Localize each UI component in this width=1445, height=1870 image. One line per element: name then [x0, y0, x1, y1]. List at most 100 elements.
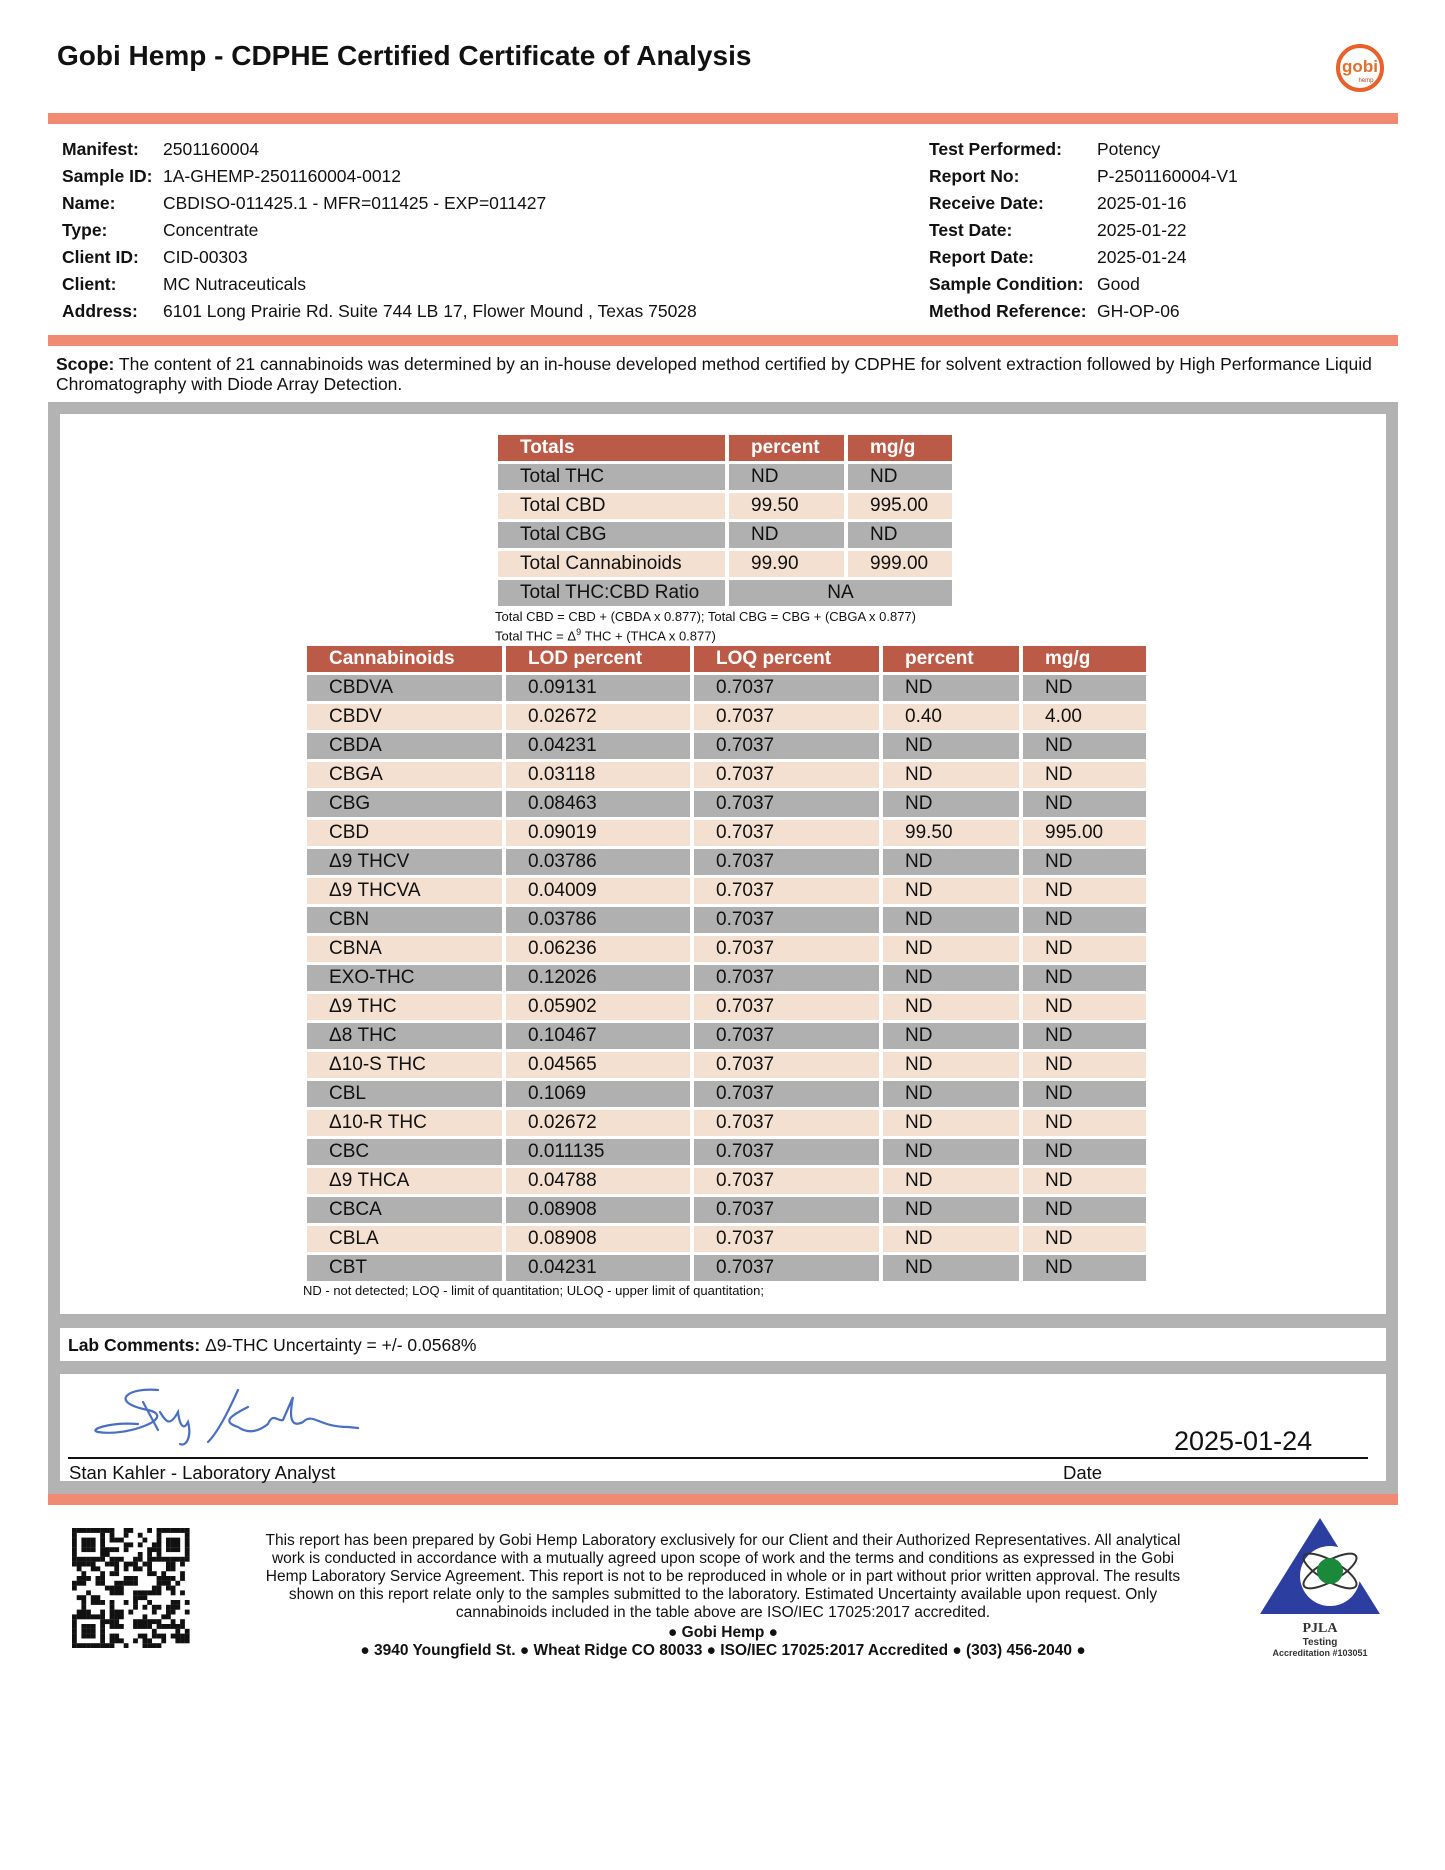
cannabinoid-cell: Δ9 THCA — [307, 1168, 502, 1194]
signer-name: Stan Kahler - Laboratory Analyst — [69, 1462, 336, 1483]
cannabinoid-cell: 0.10467 — [506, 1023, 690, 1049]
cannabinoid-cell: ND — [1023, 878, 1146, 904]
cannabinoid-cell: 0.7037 — [694, 733, 879, 759]
cannabinoid-cell: 0.7037 — [694, 1168, 879, 1194]
cannabinoid-row: Δ9 THCA 0.04788 0.7037 ND ND — [307, 1168, 1146, 1194]
cannabinoid-cell: 0.03786 — [506, 849, 690, 875]
cannabinoid-cell: 0.04788 — [506, 1168, 690, 1194]
cannabinoid-cell: ND — [883, 1255, 1019, 1281]
cannabinoid-cell: 0.09019 — [506, 820, 690, 846]
cannabinoid-cell: ND — [883, 1110, 1019, 1136]
cannabinoid-cell: ND — [883, 994, 1019, 1020]
lab-comments: Lab Comments: Δ9-THC Uncertainty = +/- 0… — [68, 1335, 477, 1355]
cannabinoid-cell: 0.02672 — [506, 1110, 690, 1136]
info-label: Name: — [62, 193, 116, 213]
info-label: Report No: — [929, 166, 1020, 186]
cannabinoid-cell: EXO-THC — [307, 965, 502, 991]
info-value: Good — [1097, 274, 1140, 294]
totals-cell: 995.00 — [848, 493, 952, 519]
info-label: Sample Condition: — [929, 274, 1084, 294]
cannabinoid-cell: ND — [883, 791, 1019, 817]
cannabinoid-cell: 995.00 — [1023, 820, 1146, 846]
cannabinoid-cell: 0.03118 — [506, 762, 690, 788]
info-value: 2501160004 — [163, 139, 260, 159]
cannabinoid-row: CBLA 0.08908 0.7037 ND ND — [307, 1226, 1146, 1252]
cannabinoid-cell: CBT — [307, 1255, 502, 1281]
signature-image — [88, 1382, 368, 1452]
cannabinoid-cell: ND — [1023, 791, 1146, 817]
cannabinoid-cell: ND — [1023, 1139, 1146, 1165]
totals-row: Total Cannabinoids 99.90 999.00 — [498, 551, 952, 577]
table-footnote: ND - not detected; LOQ - limit of quanti… — [303, 1283, 764, 1298]
totals-row: Total CBD 99.50 995.00 — [498, 493, 952, 519]
cannabinoid-cell: 0.7037 — [694, 1197, 879, 1223]
cannabinoid-cell: ND — [1023, 1255, 1146, 1281]
cannabinoid-cell: ND — [883, 1052, 1019, 1078]
info-value: MC Nutraceuticals — [163, 274, 306, 294]
cannabinoid-row: Δ10-R THC 0.02672 0.7037 ND ND — [307, 1110, 1146, 1136]
cannabinoid-cell: CBCA — [307, 1197, 502, 1223]
cannabinoid-cell: ND — [1023, 1226, 1146, 1252]
info-label: Manifest: — [62, 139, 139, 159]
cannabinoid-row: CBNA 0.06236 0.7037 ND ND — [307, 936, 1146, 962]
cannabinoid-cell: Δ10-S THC — [307, 1052, 502, 1078]
info-label: Test Performed: — [929, 139, 1062, 159]
info-label: Client ID: — [62, 247, 139, 267]
cannabinoid-cell: ND — [883, 878, 1019, 904]
cannabinoid-cell: ND — [1023, 733, 1146, 759]
info-label: Sample ID: — [62, 166, 153, 186]
cannabinoid-cell: ND — [1023, 965, 1146, 991]
cannabinoid-row: EXO-THC 0.12026 0.7037 ND ND — [307, 965, 1146, 991]
cannabinoid-cell: 0.08463 — [506, 791, 690, 817]
cannabinoid-cell: ND — [883, 1226, 1019, 1252]
svg-text:hemp: hemp — [1358, 78, 1374, 84]
cannabinoid-cell: 0.7037 — [694, 1081, 879, 1107]
formula-cbd-cbg: Total CBD = CBD + (CBDA x 0.877); Total … — [495, 609, 916, 624]
cannabinoid-cell: 0.7037 — [694, 878, 879, 904]
cannabinoid-row: CBDVA 0.09131 0.7037 ND ND — [307, 675, 1146, 701]
cannabinoid-cell: 0.03786 — [506, 907, 690, 933]
info-value: CBDISO-011425.1 - MFR=011425 - EXP=01142… — [163, 193, 547, 213]
cannabinoid-row: Δ9 THCVA 0.04009 0.7037 ND ND — [307, 878, 1146, 904]
cannabinoid-cell: 0.7037 — [694, 936, 879, 962]
cannabinoid-cell: CBDVA — [307, 675, 502, 701]
disclaimer-text: This report has been prepared by Gobi He… — [265, 1532, 1181, 1621]
ratio-value: NA — [729, 580, 952, 606]
totals-cell: 99.50 — [729, 493, 844, 519]
cannabinoid-cell: CBN — [307, 907, 502, 933]
cannabinoid-cell: ND — [1023, 1110, 1146, 1136]
cannabinoid-cell: 0.7037 — [694, 994, 879, 1020]
qr-code[interactable] — [72, 1528, 190, 1653]
cannabinoid-cell: CBLA — [307, 1226, 502, 1252]
cannabinoid-cell: ND — [1023, 675, 1146, 701]
cannabinoid-cell: 0.04565 — [506, 1052, 690, 1078]
cannabinoid-cell: ND — [883, 936, 1019, 962]
cannabinoid-cell: 4.00 — [1023, 704, 1146, 730]
cannabinoid-cell: 0.7037 — [694, 1110, 879, 1136]
pjla-accreditation-logo: PJLA Testing Accreditation #103051 — [1258, 1516, 1382, 1666]
cannabinoid-cell: 0.7037 — [694, 1139, 879, 1165]
cannabinoid-cell: ND — [1023, 907, 1146, 933]
cannabinoid-cell: 0.7037 — [694, 965, 879, 991]
cannabinoid-row: Δ8 THC 0.10467 0.7037 ND ND — [307, 1023, 1146, 1049]
info-label: Address: — [62, 301, 138, 321]
cannabinoid-cell: ND — [1023, 1023, 1146, 1049]
info-label: Client: — [62, 274, 117, 294]
formula-thc: Total THC = Δ9 THC + (THCA x 0.877) — [495, 627, 716, 644]
cannabinoid-cell: 0.40 — [883, 704, 1019, 730]
footer-address: ● 3940 Youngfield St. ● Wheat Ridge CO 8… — [360, 1642, 1086, 1659]
cannabinoid-cell: CBD — [307, 820, 502, 846]
cannabinoid-cell: 0.12026 — [506, 965, 690, 991]
cannabinoid-cell: CBC — [307, 1139, 502, 1165]
totals-cell: Total CBD — [498, 493, 725, 519]
cannabinoid-cell: 0.7037 — [694, 1052, 879, 1078]
cannabinoid-cell: 0.02672 — [506, 704, 690, 730]
cannabinoid-cell: Δ8 THC — [307, 1023, 502, 1049]
cannabinoid-row: CBDA 0.04231 0.7037 ND ND — [307, 733, 1146, 759]
footer-divider — [48, 1494, 1398, 1505]
cannabinoid-cell: 0.7037 — [694, 1023, 879, 1049]
ratio-label: Total THC:CBD Ratio — [498, 580, 725, 606]
cannabinoid-cell: 0.7037 — [694, 704, 879, 730]
totals-cell: 999.00 — [848, 551, 952, 577]
gobi-hemp-logo: gobi hemp — [1334, 42, 1386, 94]
